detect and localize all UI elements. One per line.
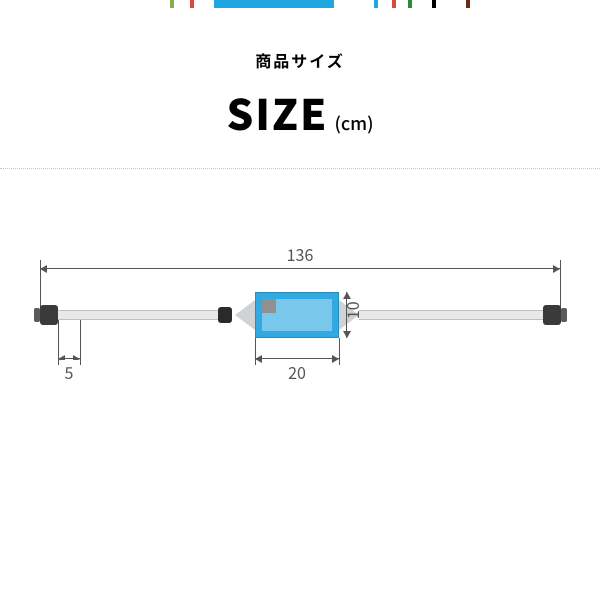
dim-end-label: 5 (61, 360, 78, 384)
dim-total (40, 268, 560, 269)
topbar-segment (174, 0, 190, 8)
ext-end-right (80, 320, 81, 365)
subtitle: 商品サイズ (0, 48, 600, 72)
dim-card-width-label: 20 (284, 360, 310, 384)
dim-card-width (255, 358, 339, 359)
topbar-segment (436, 0, 466, 8)
clip-left (218, 307, 232, 323)
title: SIZE (226, 82, 328, 143)
topbar-segment (470, 0, 600, 8)
topbar-segment (396, 0, 408, 8)
topbar-segment (378, 0, 392, 8)
unit-label: (cm) (334, 110, 373, 136)
heading-block: 商品サイズ SIZE (cm) (0, 48, 600, 143)
buckle-right (543, 305, 561, 325)
card-inner (262, 299, 332, 331)
dotted-divider (0, 168, 600, 169)
dim-total-label: 136 (283, 242, 318, 266)
taper-left (235, 300, 255, 330)
topbar-segment (214, 0, 334, 8)
topbar-segment (334, 0, 374, 8)
strap-right (359, 310, 543, 320)
topbar-segment (0, 0, 170, 8)
topbar-segment (194, 0, 214, 8)
ext-card-right (339, 338, 340, 365)
dim-end (58, 358, 80, 359)
topbar-segment (412, 0, 432, 8)
center-label-card (255, 292, 339, 338)
buckle-left (40, 305, 58, 325)
strap-left (58, 310, 220, 320)
top-color-bar (0, 0, 600, 8)
dim-card-height-label: 10 (340, 301, 364, 319)
